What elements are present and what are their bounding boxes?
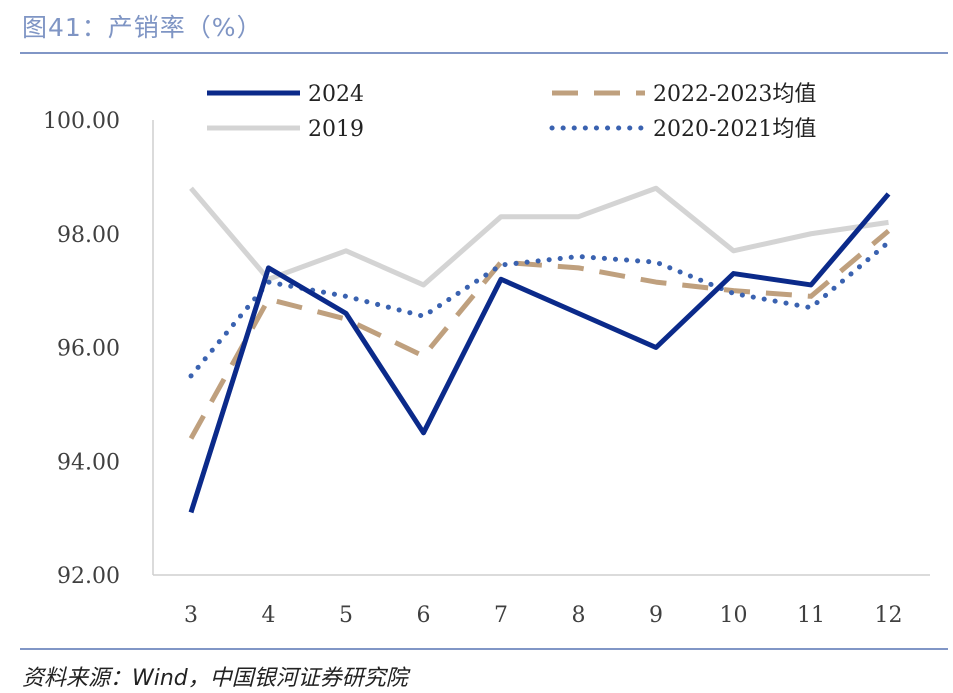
x-tick-label: 4 <box>262 603 276 628</box>
source-note: 资料来源：Wind，中国银河证券研究院 <box>22 666 408 691</box>
legend-label: 2019 <box>308 117 364 142</box>
legend-label: 2022-2023均值 <box>653 82 816 107</box>
x-tick-label: 6 <box>417 603 431 628</box>
legend-label: 2024 <box>308 82 364 107</box>
x-tick-label: 10 <box>720 603 748 628</box>
x-tick-label: 11 <box>797 603 825 628</box>
y-tick-label: 98.00 <box>57 223 120 248</box>
x-tick-label: 12 <box>875 603 903 628</box>
figure-title: 图41：产销率（%） <box>22 13 263 42</box>
y-tick-label: 96.00 <box>57 337 120 362</box>
y-tick-label: 92.00 <box>57 564 120 589</box>
x-tick-label: 7 <box>494 603 508 628</box>
x-tick-label: 9 <box>649 603 663 628</box>
chart-series-lines <box>188 185 891 514</box>
series-line <box>188 239 891 379</box>
chart-axes <box>152 120 930 576</box>
y-tick-label: 94.00 <box>57 450 120 475</box>
series-line <box>189 185 889 288</box>
legend-label: 2020-2021均值 <box>653 117 816 142</box>
footer-rule <box>20 648 948 650</box>
chart-legend: 2024 2022-2023均值 2019 2020-2021均值 <box>207 82 816 142</box>
header-rule <box>20 52 948 54</box>
x-tick-label: 5 <box>339 603 353 628</box>
series-line <box>188 192 891 514</box>
x-tick-label: 3 <box>184 603 198 628</box>
y-tick-label: 100.00 <box>43 109 120 134</box>
x-tick-label: 8 <box>572 603 586 628</box>
chart-tick-labels: 92.00 94.00 96.00 98.00 100.00 3 4 5 6 7 8 9 10 11 12 <box>43 109 902 628</box>
series-line <box>188 228 891 440</box>
